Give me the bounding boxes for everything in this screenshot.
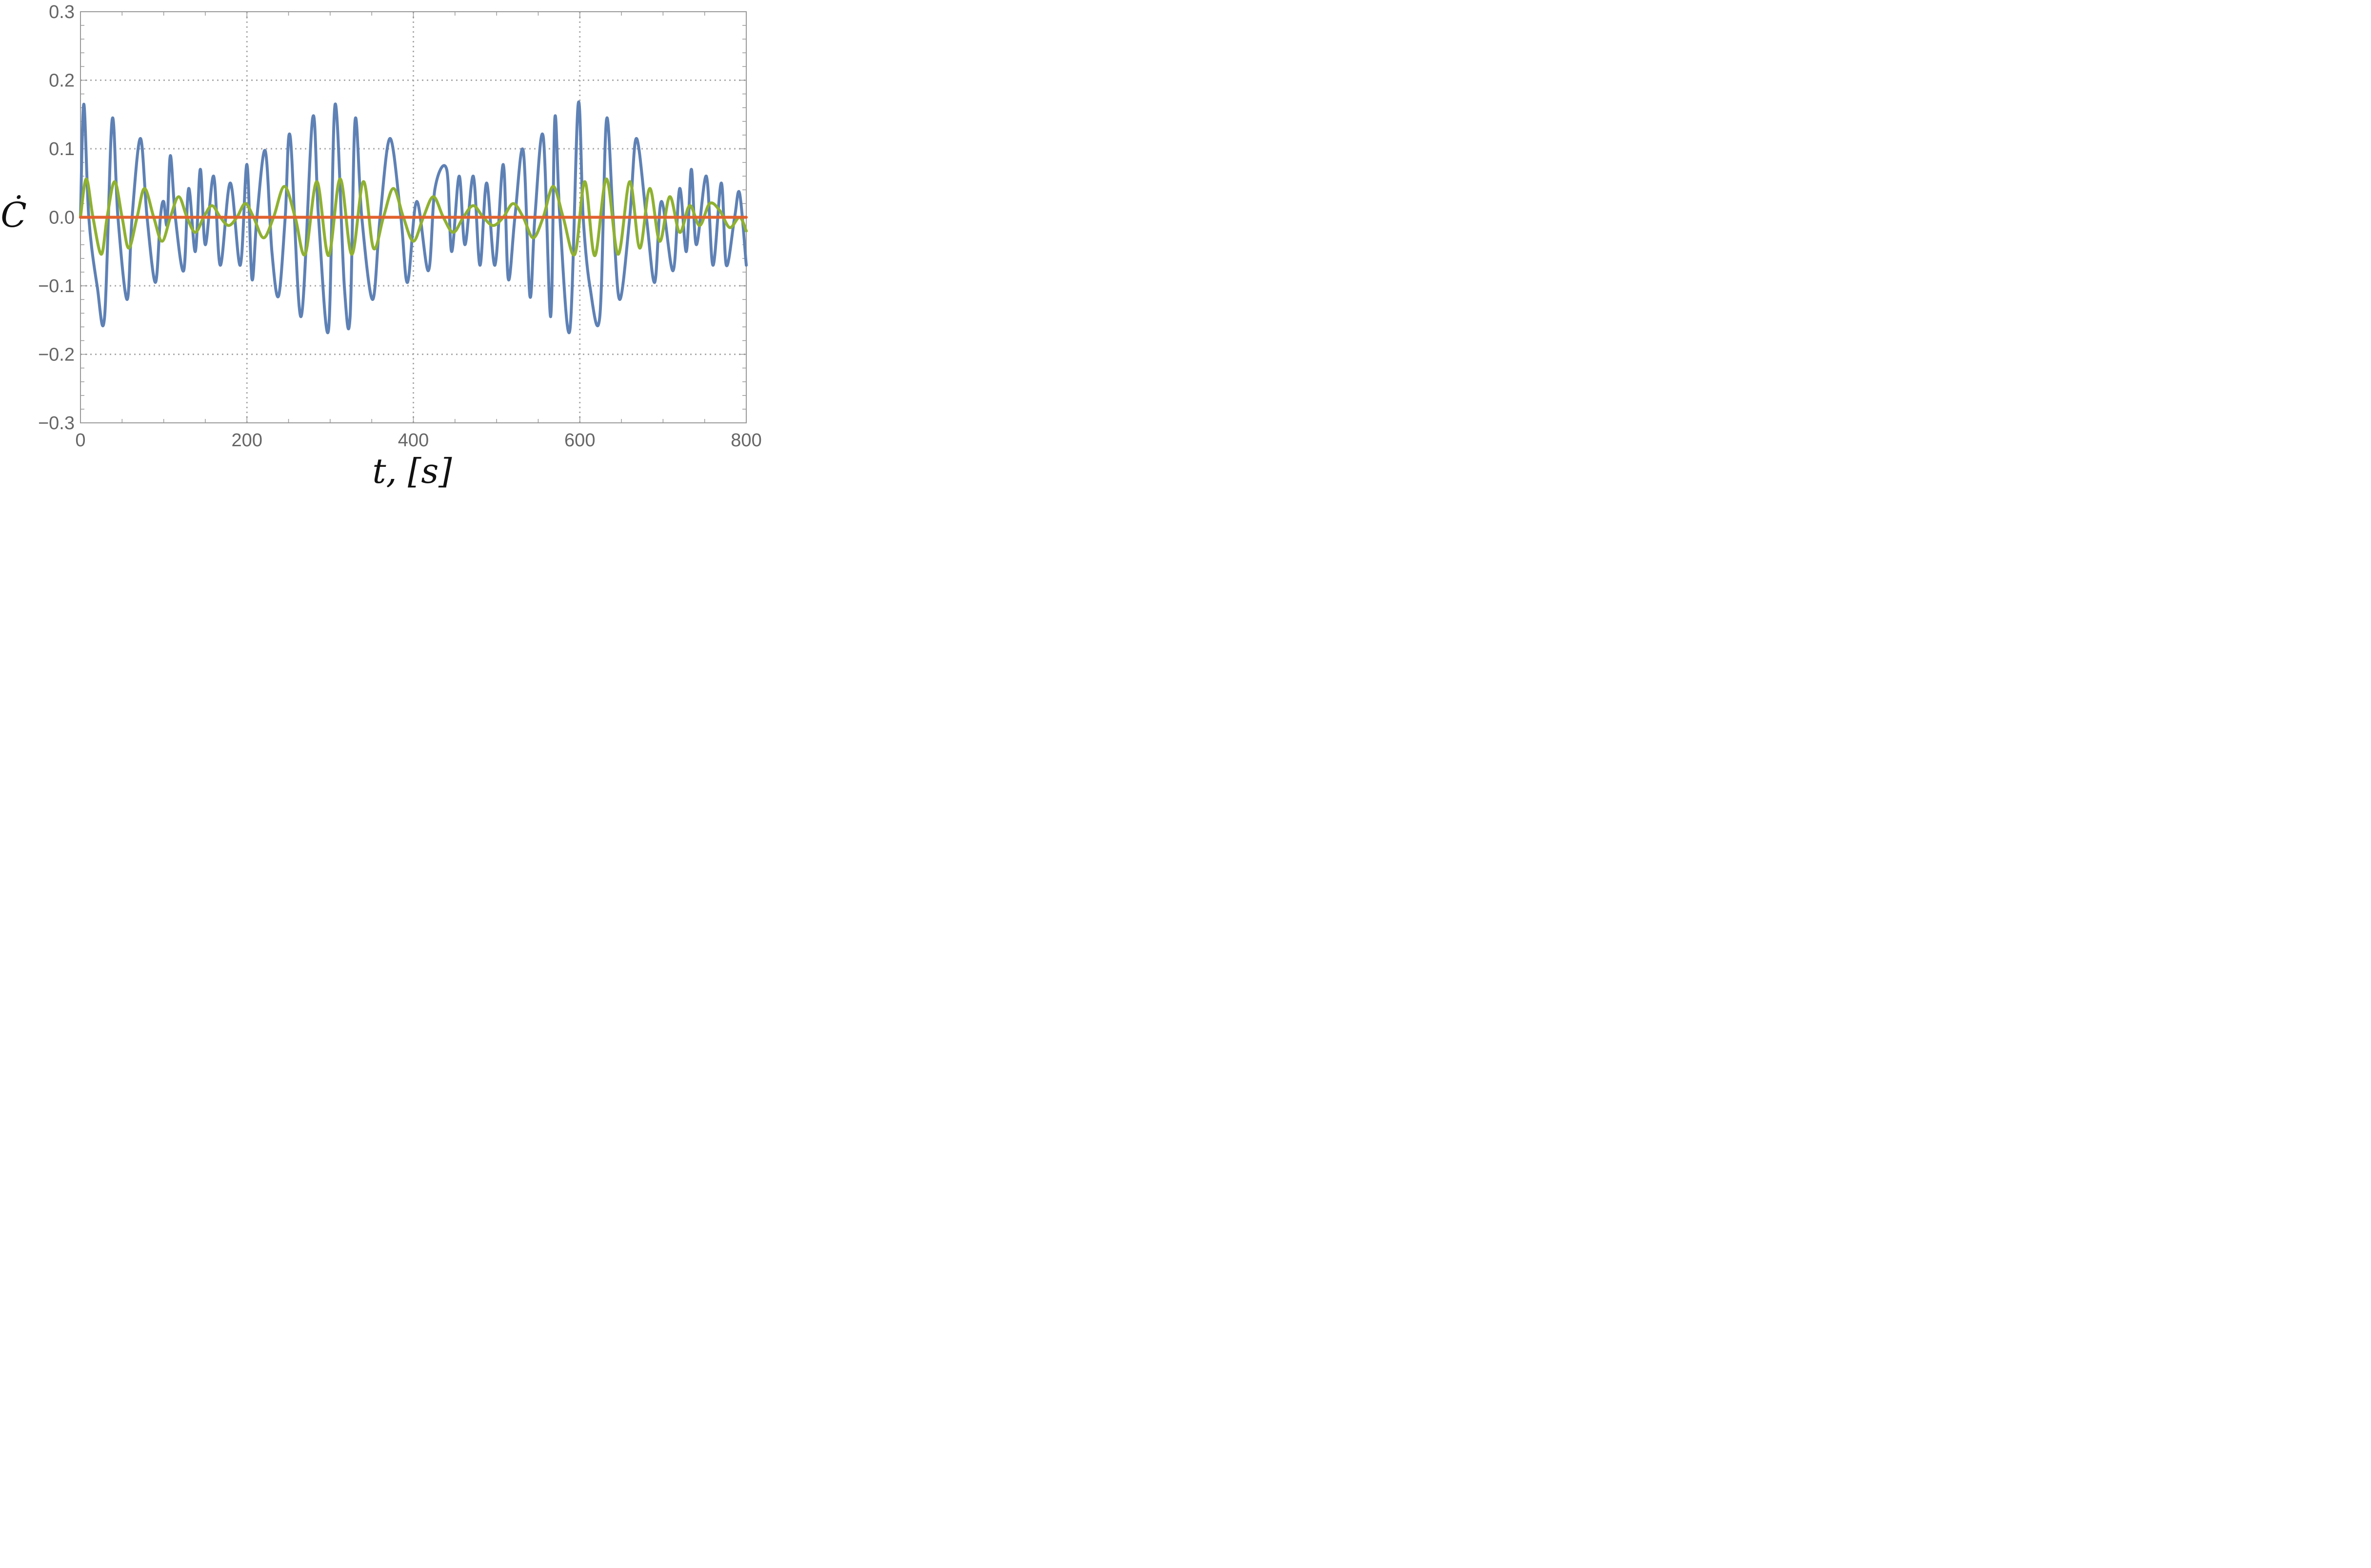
- tick-labels: 0 200 400 600 800 0.3 0.2 0.1 0.0 −0.1 −0.2 −0.3: [38, 2, 762, 451]
- x-tick-label: 400: [398, 430, 429, 451]
- x-tick-label: 600: [564, 430, 595, 451]
- y-tick-label: 0.3: [49, 2, 75, 22]
- y-tick-label: 0.0: [49, 208, 75, 228]
- x-tick-label: 200: [232, 430, 262, 451]
- y-tick-label: 0.2: [49, 71, 75, 91]
- y-tick-label: −0.2: [38, 345, 75, 365]
- y-tick-label: −0.3: [38, 413, 75, 434]
- y-tick-label: −0.1: [38, 276, 75, 297]
- y-axis-label: Ċ: [0, 195, 27, 235]
- x-tick-label: 800: [731, 430, 761, 451]
- x-tick-label: 0: [75, 430, 85, 451]
- series-group: [79, 100, 748, 334]
- x-axis-label: t, [s]: [372, 451, 452, 491]
- y-tick-label: 0.1: [49, 139, 75, 159]
- chart: 0 200 400 600 800 0.3 0.2 0.1 0.0 −0.1 −0.2 −0.3 t,…: [0, 2, 762, 491]
- series-blue-line: [79, 100, 748, 334]
